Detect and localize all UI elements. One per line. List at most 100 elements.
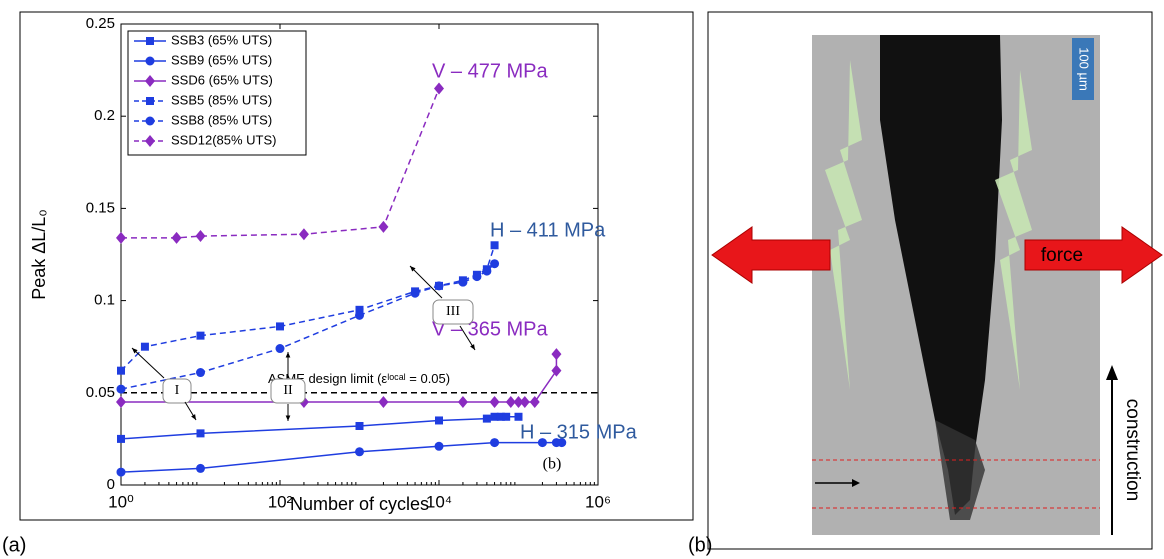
annotation: II <box>283 383 293 398</box>
point <box>434 441 444 451</box>
point <box>140 342 149 351</box>
annotation-arrowhead <box>410 266 416 272</box>
annotation-arrow <box>131 347 165 379</box>
point <box>551 364 562 377</box>
point <box>514 412 523 421</box>
annotation-arrowhead <box>132 348 138 354</box>
legend-marker <box>145 56 155 66</box>
legend-marker <box>146 97 154 105</box>
series-line <box>121 88 440 239</box>
corner-label: (b) <box>543 456 562 473</box>
series-line <box>120 263 496 390</box>
legend-marker <box>146 37 154 45</box>
point <box>519 396 530 409</box>
force-label: force <box>1041 245 1083 266</box>
point <box>496 412 505 421</box>
annotation: III <box>446 304 460 319</box>
x-tick-label: 10⁴ <box>426 492 452 511</box>
direction-label: construction <box>1122 399 1143 501</box>
legend-marker <box>145 75 155 87</box>
point <box>378 220 389 233</box>
annotation-arrowhead <box>191 414 196 420</box>
point <box>378 396 389 409</box>
legend-box <box>127 30 307 156</box>
point <box>434 281 444 291</box>
y-tick-label: 0.2 <box>94 107 115 124</box>
point <box>355 447 364 457</box>
scale-bar-label: 100 µm <box>1077 47 1092 91</box>
point <box>116 396 126 409</box>
point <box>434 82 444 95</box>
legend-label: SSB8 (85% UTS) <box>171 112 272 127</box>
point <box>195 230 206 243</box>
point <box>435 416 443 425</box>
point <box>557 438 567 448</box>
point <box>275 344 285 354</box>
annotation: I <box>175 383 180 398</box>
point <box>117 366 125 375</box>
annotation-arrowhead <box>285 352 291 358</box>
panel-label: (a) <box>2 534 26 556</box>
x-tick-label: 10² <box>268 492 293 511</box>
plot-frame <box>120 23 599 486</box>
point <box>551 348 562 361</box>
point <box>410 288 420 298</box>
point <box>482 414 491 423</box>
legend-label: SSD12(85% UTS) <box>171 132 276 147</box>
point <box>490 438 500 448</box>
x-tick-label: 10⁰ <box>108 492 134 511</box>
annotation-arrow <box>409 265 443 299</box>
annotation-box <box>432 299 474 325</box>
annotation-box <box>270 378 306 404</box>
point <box>457 396 468 409</box>
legend-label: SSB9 (65% UTS) <box>171 52 272 67</box>
point <box>482 266 492 276</box>
annotation-box <box>162 378 192 404</box>
point <box>513 396 524 409</box>
panel-label: (b) <box>688 534 712 556</box>
point <box>116 467 126 477</box>
annotation-arrowhead <box>470 344 475 350</box>
annotation: H – 315 MPa <box>520 421 638 443</box>
y-tick-label: 0.15 <box>86 199 115 216</box>
micrograph <box>711 35 1163 535</box>
point <box>529 396 540 409</box>
legend-label: SSB3 (65% UTS) <box>171 32 272 47</box>
point <box>117 434 125 443</box>
point <box>490 412 499 421</box>
limit-label: ASME design limit (εˡᵒᶜᵃˡ = 0.05) <box>268 371 450 386</box>
point <box>171 231 182 244</box>
x-axis-label: Number of cycles <box>290 494 429 514</box>
point <box>196 463 205 473</box>
point <box>196 429 205 438</box>
point <box>505 396 516 409</box>
point <box>355 305 364 314</box>
y-axis-label: Peak ΔL/L₀ <box>29 209 49 300</box>
legend-label: SSD6 (65% UTS) <box>171 72 273 87</box>
point <box>298 228 309 241</box>
legend-marker <box>145 135 155 147</box>
annotation: H – 411 MPa <box>490 219 606 241</box>
y-tick-label: 0 <box>107 476 115 493</box>
point <box>116 384 126 394</box>
x-tick-label: 10⁶ <box>585 492 611 511</box>
annotation-arrowhead <box>285 415 291 421</box>
point <box>489 396 500 409</box>
annotation: V – 477 MPa <box>432 60 549 82</box>
point <box>490 259 500 269</box>
point <box>472 272 482 282</box>
y-tick-label: 0.05 <box>86 384 115 401</box>
point <box>355 310 364 320</box>
point <box>355 421 364 430</box>
point <box>196 331 205 340</box>
y-tick-label: 0.25 <box>86 15 115 32</box>
legend-label: SSB5 (85% UTS) <box>171 92 272 107</box>
point <box>276 322 284 331</box>
point <box>458 277 468 287</box>
point <box>196 368 205 378</box>
point <box>490 241 499 250</box>
point <box>116 231 126 244</box>
legend-marker <box>145 116 155 126</box>
y-tick-label: 0.1 <box>94 292 115 309</box>
